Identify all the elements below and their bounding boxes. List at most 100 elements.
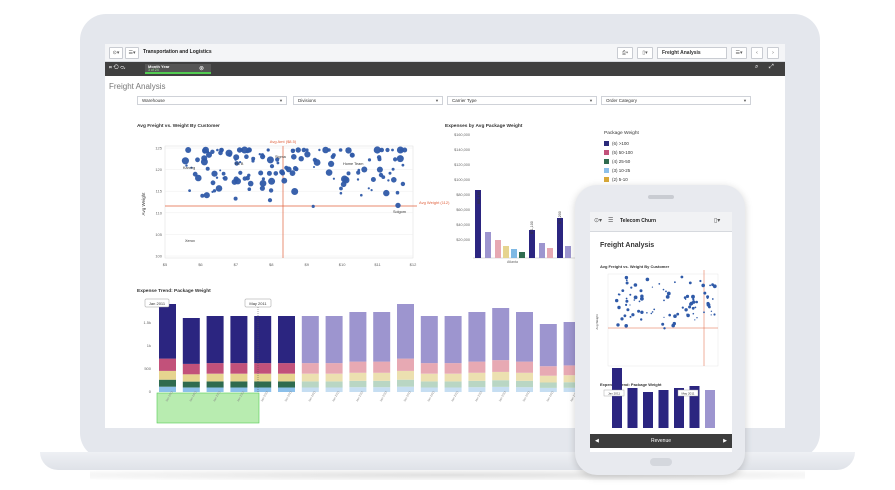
- chevron-down-icon: ▼: [743, 98, 747, 103]
- trend-bar-segment: [373, 312, 391, 362]
- scatter-point: [325, 169, 333, 176]
- scatter-point: [266, 148, 270, 152]
- phone-scatter-point: [710, 314, 712, 316]
- trend-bar-segment: [444, 373, 462, 382]
- clear-selection-icon[interactable]: ⊗: [199, 66, 205, 72]
- trend-bar-segment: [325, 363, 343, 374]
- trend-bar-segment: [468, 361, 486, 373]
- trend-x-tick: Jan 2011: [498, 390, 508, 403]
- scatter-point: [241, 146, 249, 154]
- trend-bar-segment: [325, 381, 343, 388]
- legend-label: (2) 5-10: [612, 177, 628, 182]
- scatter-point: [227, 152, 232, 157]
- phone-scatter-point: [713, 313, 716, 316]
- phone-scatter-point: [691, 294, 695, 299]
- prev-sheet-button[interactable]: ‹: [751, 47, 763, 59]
- filter-carrier-type[interactable]: Carrier Type ▼: [447, 96, 597, 105]
- phone-scatter-point: [706, 297, 709, 299]
- trend-bar-segment: [159, 304, 176, 359]
- scatter-point: [391, 177, 397, 183]
- fullscreen-icon[interactable]: ⤢: [769, 64, 774, 70]
- scatter-point: [238, 170, 243, 175]
- phone-scatter-point: [625, 279, 628, 282]
- trend-bar-segment: [349, 387, 367, 392]
- phone-scatter-point: [624, 324, 628, 328]
- chevron-down-icon: ▼: [435, 98, 439, 103]
- sheet-list-button[interactable]: ☰▾: [731, 47, 747, 59]
- navigation-button[interactable]: ☰▾: [125, 47, 139, 59]
- legend-label: (5) 50-100: [612, 150, 633, 155]
- expenses-y-tick: $20,000: [456, 238, 470, 242]
- phone-scatter-point: [640, 294, 644, 298]
- trend-bar-segment: [182, 387, 200, 392]
- trend-selection-range: [156, 392, 260, 424]
- trend-bar-segment: [159, 386, 176, 392]
- phone-scatter-point: [680, 275, 684, 279]
- scatter-point-label: Sigma: [275, 155, 287, 159]
- expenses-bar: [557, 218, 563, 258]
- bookmark-button[interactable]: ⎙▾: [617, 47, 633, 59]
- scatter-point-label: Home Team: [343, 162, 363, 166]
- filter-warehouse[interactable]: Warehouse ▼: [137, 96, 287, 105]
- scatter-point: [399, 148, 404, 152]
- phone-scatter-point: [638, 300, 641, 303]
- trend-bar-segment: [349, 312, 367, 362]
- trend-bar-segment: [444, 316, 462, 364]
- prev-icon[interactable]: ◀: [595, 438, 599, 444]
- phone-scatter-point: [688, 305, 692, 309]
- trend-bar-segment: [206, 381, 224, 388]
- trend-bar-segment: [373, 387, 391, 392]
- scatter-y-tick: 120: [155, 167, 162, 172]
- next-sheet-button[interactable]: ›: [767, 47, 779, 59]
- selection-chip[interactable]: Month Year 3 of 24 ⊗: [145, 64, 211, 74]
- scatter-point: [285, 166, 292, 173]
- selections-tool-icon[interactable]: ⌗ ⟲ ⤼: [109, 65, 126, 71]
- phone-scatter-point: [625, 281, 629, 285]
- scatter-point: [276, 161, 280, 165]
- expenses-y-tick: $40,000: [456, 223, 470, 227]
- sheets-icon[interactable]: ▯▾: [714, 218, 721, 224]
- trend-x-tick: Jan 2011: [307, 390, 317, 403]
- scatter-point: [339, 186, 343, 191]
- legend-label: (6) >100: [612, 141, 629, 146]
- next-icon[interactable]: ▶: [723, 438, 727, 444]
- scatter-point: [188, 189, 191, 193]
- trend-x-tick: Jan 2011: [474, 390, 484, 403]
- sheet-selector[interactable]: Freight Analysis: [657, 47, 727, 59]
- scatter-point: [233, 154, 240, 161]
- search-icon[interactable]: ⌕: [755, 64, 759, 70]
- scatter-point: [345, 147, 352, 154]
- scatter-x-tick: $6: [198, 262, 203, 267]
- expenses-bar: [503, 246, 509, 258]
- trend-bar-segment: [539, 366, 557, 376]
- sheets-button[interactable]: ▯▾: [637, 47, 653, 59]
- filter-order-category[interactable]: Order Category ▼: [601, 96, 751, 105]
- scatter-point: [281, 177, 288, 184]
- phone-scatter-point: [692, 300, 696, 304]
- phone-home-button[interactable]: [650, 458, 672, 466]
- phone-trend-bar: [674, 388, 684, 428]
- trend-bar-segment: [397, 358, 414, 371]
- trend-bar-segment: [325, 373, 343, 382]
- phone-scatter-point: [633, 283, 638, 287]
- scatter-point: [339, 191, 343, 195]
- phone-scatter-point: [695, 300, 698, 304]
- filter-label: Divisions: [298, 98, 317, 103]
- trend-y-tick: 0: [149, 389, 152, 394]
- global-menu-button[interactable]: ⊙▾: [109, 47, 123, 59]
- device-shadow: [90, 470, 805, 480]
- global-menu-icon[interactable]: ⊙▾: [594, 218, 603, 224]
- scatter-point: [273, 171, 279, 176]
- scatter-point: [200, 158, 208, 166]
- scatter-point: [239, 161, 242, 164]
- trend-bar-segment: [397, 386, 414, 392]
- expenses-bar: [547, 248, 553, 258]
- scatter-point: [349, 152, 355, 158]
- phone-scatter-point: [650, 312, 653, 315]
- phone-scatter-point: [631, 313, 635, 317]
- filter-divisions[interactable]: Divisions ▼: [293, 96, 443, 105]
- navigation-icon[interactable]: ☰: [608, 218, 614, 224]
- phone-scatter-point: [701, 283, 705, 288]
- phone-scatter-point: [646, 312, 648, 314]
- filter-label: Carrier Type: [452, 98, 477, 103]
